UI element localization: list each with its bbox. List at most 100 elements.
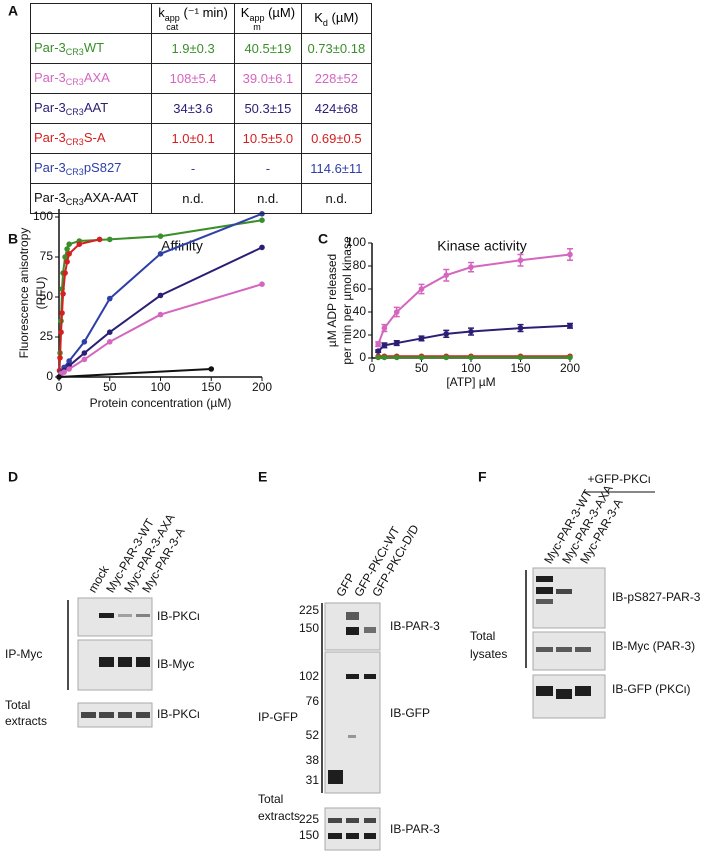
- data-point: [66, 251, 72, 257]
- label-prefix: Par-3: [34, 190, 66, 205]
- data-point: [443, 331, 450, 337]
- table-cell: n.d.: [300, 183, 373, 214]
- band: [364, 833, 376, 839]
- label-sub: CR3: [65, 197, 84, 207]
- label-sub: CR3: [65, 77, 84, 87]
- data-point: [96, 236, 103, 243]
- data-point: [59, 310, 65, 316]
- group-label: Total: [470, 629, 495, 643]
- data-point: [375, 354, 381, 361]
- sub-sup: app m: [249, 14, 264, 32]
- band: [136, 614, 150, 617]
- label-suffix: S-A: [83, 130, 106, 145]
- sub-sup: d: [323, 18, 328, 28]
- band: [99, 712, 114, 718]
- table-row: Par-3CR3S-A 1.0±0.1 10.5±5.0 0.69±0.5: [29, 123, 373, 154]
- ib-label: IB-GFP: [390, 706, 430, 720]
- chart-title: Kinase activity: [437, 238, 526, 254]
- data-point: [64, 259, 70, 265]
- label-suffix: AXA: [83, 70, 110, 85]
- band: [364, 818, 376, 823]
- y-tick-label: 100: [346, 235, 366, 249]
- y-axis-label: µM ADP released: [325, 254, 339, 347]
- x-tick-label: 200: [252, 380, 272, 394]
- data-point: [81, 356, 88, 363]
- band: [536, 599, 553, 604]
- band: [118, 614, 132, 617]
- ib-label: IB-PKCι: [157, 609, 200, 623]
- label-suffix: WT: [83, 40, 105, 55]
- band: [328, 833, 342, 839]
- row-label: Par-3CR3WT: [29, 33, 153, 64]
- band: [536, 647, 553, 652]
- band: [99, 613, 114, 618]
- mw-marker: 150: [299, 828, 319, 842]
- y-tick-label: 0: [359, 350, 366, 364]
- table-row: Par-3CR3AXA 108±5.4 39.0±6.1 228±52: [29, 63, 373, 94]
- data-point: [517, 257, 524, 264]
- table-cell: 1.0±0.1: [151, 123, 236, 154]
- x-tick-label: 0: [56, 380, 63, 394]
- table-cell: 424±68: [300, 93, 373, 124]
- subscript: cat: [166, 22, 179, 32]
- mw-marker: 102: [299, 669, 319, 683]
- data-point: [66, 366, 72, 372]
- table-cell: 39.0±6.1: [234, 63, 302, 94]
- symbol: K: [240, 5, 250, 20]
- table-cell: 228±52: [300, 63, 373, 94]
- mw-marker: 225: [299, 812, 319, 826]
- data-point: [567, 354, 573, 361]
- y-tick-label: 50: [40, 289, 54, 303]
- band: [346, 818, 359, 823]
- label-prefix: Par-3: [34, 160, 66, 175]
- data-point: [106, 329, 113, 336]
- table-cell: 1.9±0.3: [151, 33, 236, 64]
- label-sub: CR3: [65, 107, 84, 117]
- data-point: [381, 354, 388, 361]
- x-tick-label: 100: [461, 361, 481, 375]
- data-point: [393, 309, 400, 315]
- data-point: [468, 354, 474, 361]
- data-point: [66, 358, 72, 364]
- group-label: lysates: [470, 647, 507, 661]
- band: [348, 735, 356, 738]
- row-label: Par-3CR3S-A: [29, 123, 153, 154]
- blot: [324, 602, 381, 651]
- sub-sup: app cat: [165, 14, 180, 32]
- band: [118, 657, 132, 667]
- panel-label: F: [478, 469, 487, 485]
- table-cell: 0.73±0.18: [300, 33, 373, 64]
- fit-line: [377, 253, 571, 345]
- label-sub: CR3: [65, 47, 84, 57]
- table-row: Par-3CR3WT 1.9±0.3 40.5±19 0.73±0.18: [29, 33, 373, 64]
- fit-line: [58, 238, 100, 371]
- unit: (µM): [264, 5, 296, 20]
- mw-marker: 31: [306, 773, 320, 787]
- band: [536, 686, 553, 696]
- label-prefix: Par-3: [34, 40, 66, 55]
- data-point: [468, 328, 474, 335]
- band: [556, 647, 572, 652]
- group-label: Total: [258, 792, 283, 806]
- group-label: extracts: [5, 714, 47, 728]
- data-point: [381, 325, 388, 331]
- y-tick-label: 20: [353, 327, 367, 341]
- mw-marker: 225: [299, 603, 319, 617]
- data-point: [381, 342, 388, 349]
- label-sub: CR3: [65, 167, 84, 177]
- table-cell: -: [151, 153, 236, 184]
- band: [364, 627, 376, 633]
- data-point: [106, 339, 113, 345]
- panel-label: D: [8, 469, 18, 485]
- y-axis-label: (RFU): [34, 277, 48, 310]
- table-cell: 50.3±15: [234, 93, 302, 124]
- data-point: [443, 354, 450, 361]
- band: [136, 657, 150, 667]
- ib-label: IB-Myc: [157, 657, 194, 671]
- superscript: app: [249, 13, 265, 23]
- x-tick-label: 150: [510, 361, 530, 375]
- label-prefix: Par-3: [34, 130, 66, 145]
